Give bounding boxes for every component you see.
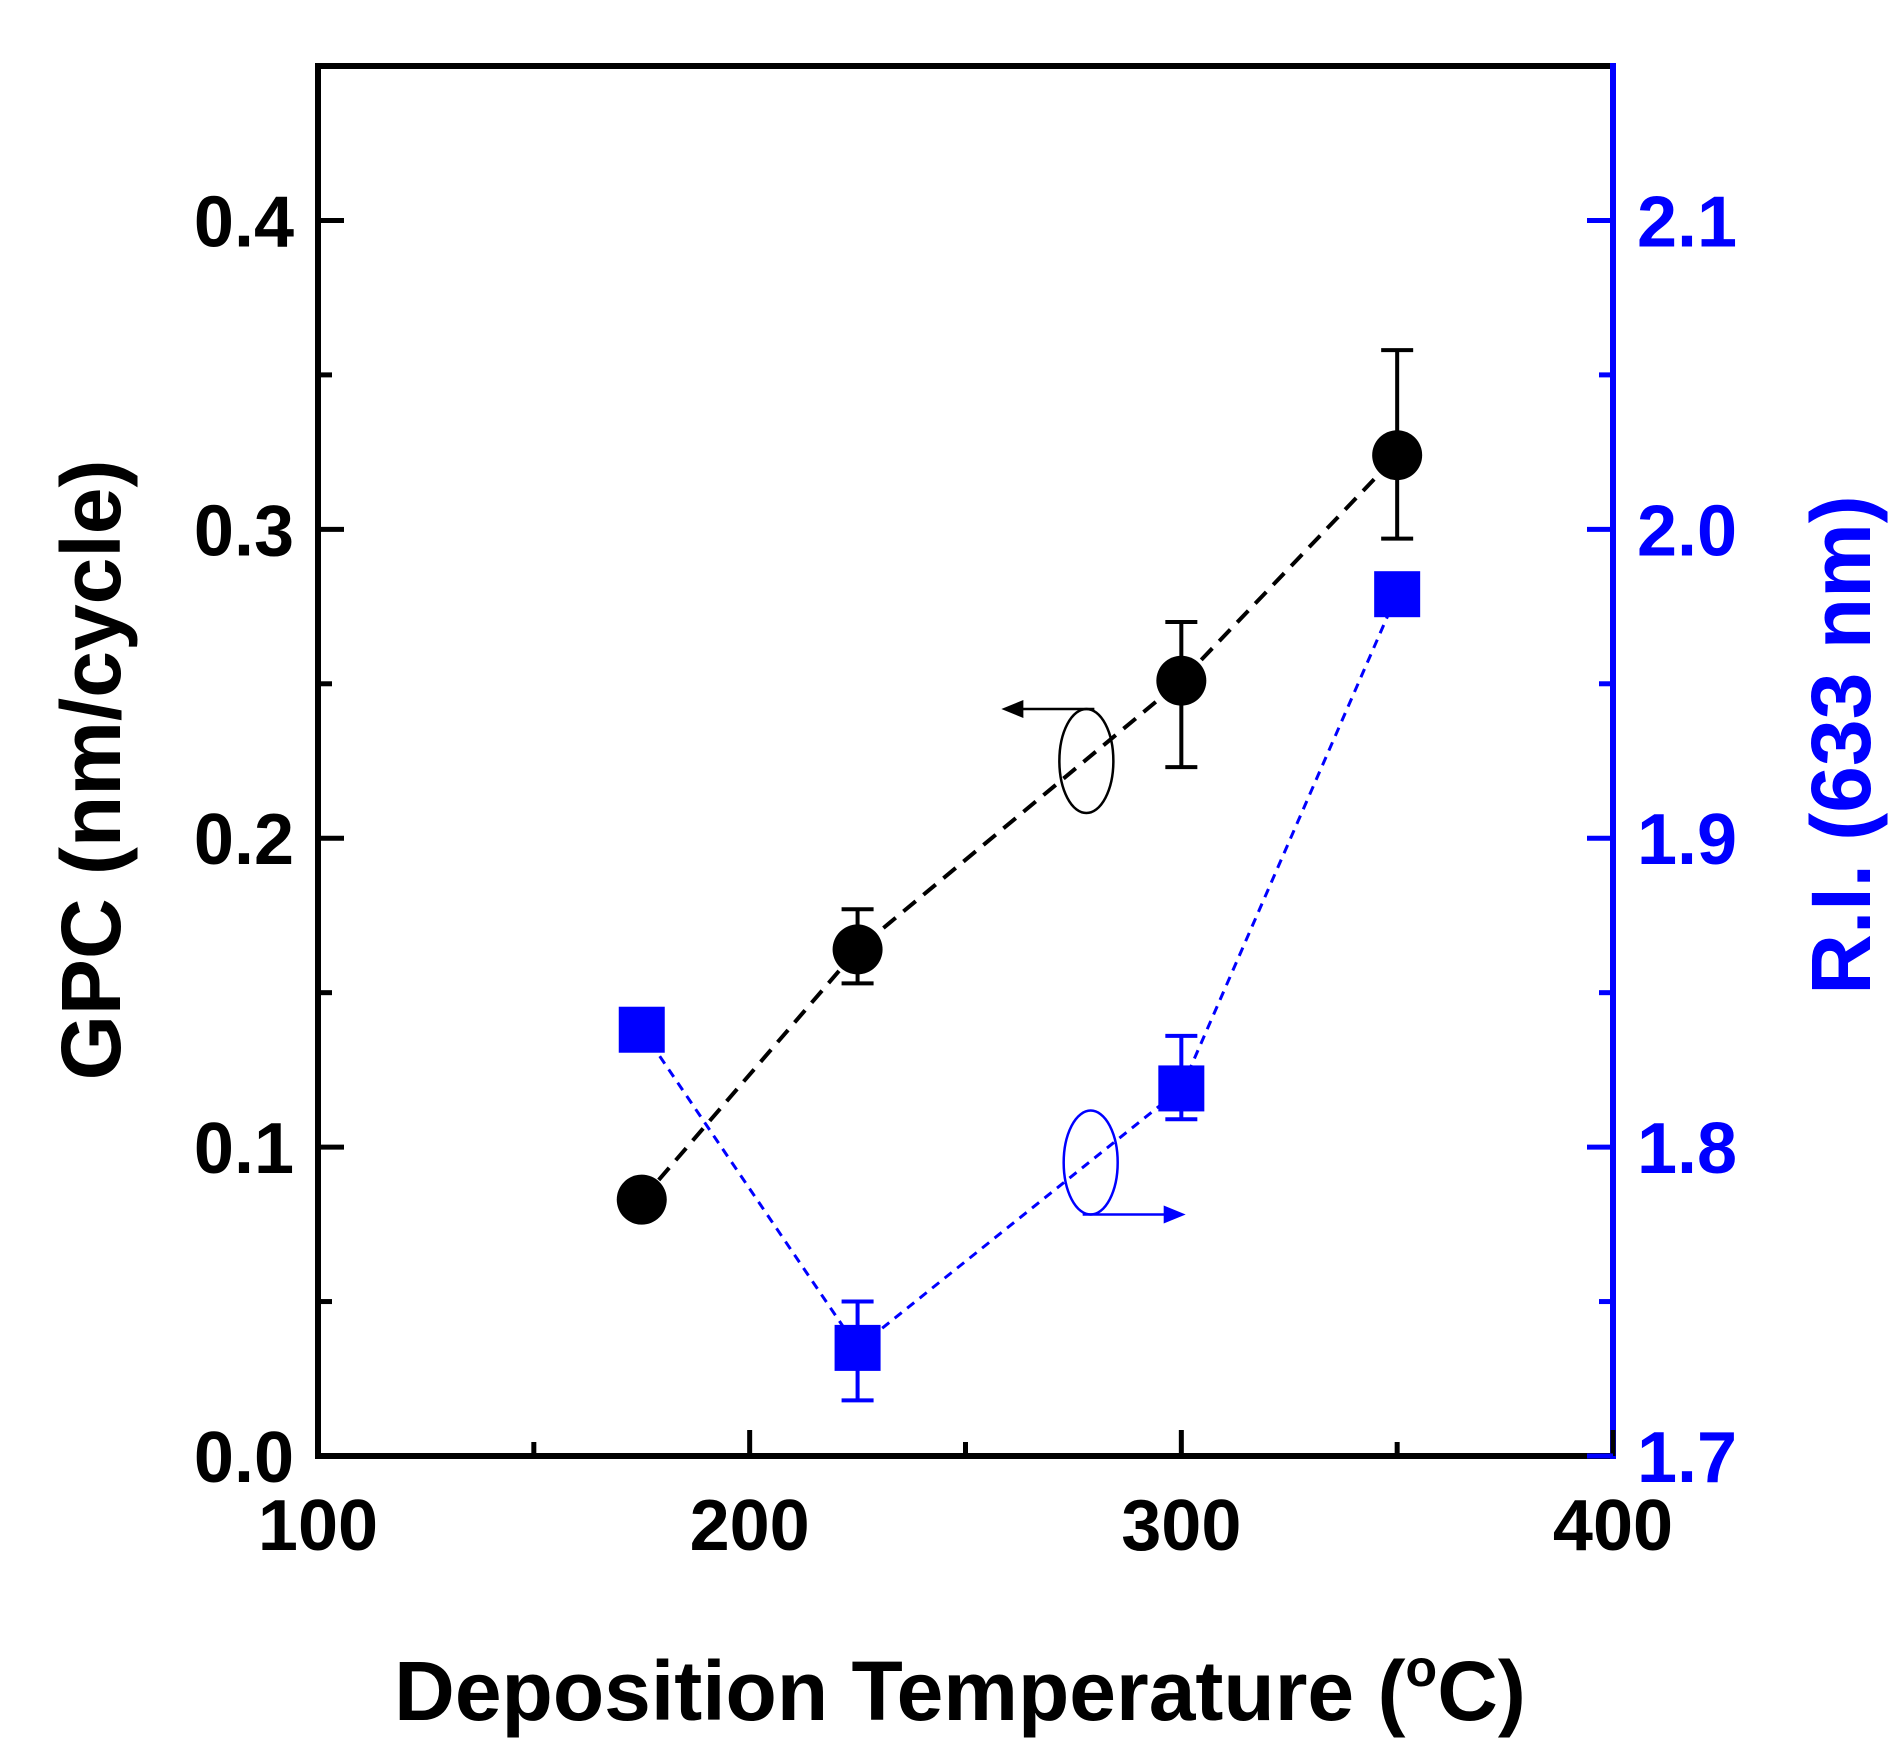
y-tick-label-1: 0.1	[194, 1109, 294, 1189]
series-line-ri	[640, 593, 1399, 1351]
y2-tick-label-4: 2.1	[1637, 182, 1737, 262]
annotation-arrowhead-0	[1001, 700, 1024, 718]
axes-layer: 100 200 300 400 0.0 0.1 0.2 0.3 0.4 1.7 1.8 1.9 2.0 2…	[194, 63, 1737, 1566]
y2-tick-label-0: 1.7	[1637, 1418, 1737, 1498]
annotation-ellipse-1	[1062, 1109, 1119, 1216]
series-layer	[616, 348, 1423, 1403]
y-tick-label-2: 0.2	[194, 800, 294, 880]
data-point-ri-1	[834, 1324, 881, 1371]
data-point-gpc-3	[1372, 430, 1423, 481]
annotation-layer	[1001, 700, 1186, 1224]
data-point-ri-3	[1374, 571, 1421, 618]
y2-tick-label-3: 2.0	[1637, 491, 1737, 571]
x-tick-label-3: 400	[1553, 1486, 1673, 1566]
x-tick-label-1: 200	[690, 1486, 810, 1566]
x-tick-label-2: 300	[1121, 1486, 1241, 1566]
x-tick-label-0: 100	[258, 1486, 378, 1566]
data-point-ri-2	[1158, 1065, 1205, 1112]
data-point-ri-0	[618, 1006, 665, 1053]
y2-tick-label-1: 1.8	[1637, 1109, 1737, 1189]
series-line-gpc	[640, 453, 1399, 1201]
x-axis-label-superscript: o	[1405, 1640, 1437, 1698]
data-point-gpc-0	[616, 1174, 667, 1225]
x-axis-label-main: Deposition Temperature (	[394, 1644, 1405, 1738]
y-tick-label-4: 0.4	[194, 182, 294, 262]
data-point-gpc-1	[832, 924, 883, 975]
y2-tick-label-2: 1.9	[1637, 800, 1737, 880]
x-axis-label-end: C)	[1437, 1644, 1526, 1738]
annotation-arrowhead-1	[1163, 1205, 1186, 1224]
x-axis-label: Deposition Temperature (oC)	[394, 1640, 1526, 1738]
y2-axis-label: R.I. (633 nm)	[1794, 495, 1888, 994]
y-tick-label-0: 0.0	[194, 1418, 294, 1498]
y-tick-label-3: 0.3	[194, 491, 294, 571]
y-axis-label: GPC (nm/cycle)	[44, 460, 138, 1081]
data-point-gpc-2	[1156, 655, 1207, 706]
